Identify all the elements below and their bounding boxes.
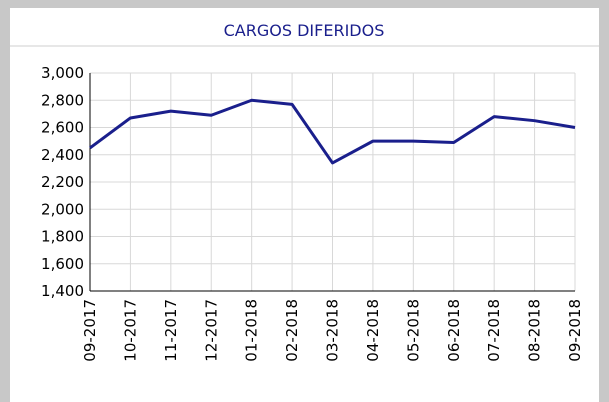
x-tick-label: 02-2018	[283, 299, 301, 362]
y-tick-label: 1,800	[41, 228, 84, 246]
panel	[10, 8, 599, 402]
x-tick-label: 05-2018	[404, 299, 422, 362]
x-tick-label: 07-2018	[485, 299, 503, 362]
y-tick-label: 2,800	[41, 91, 84, 109]
x-tick-label: 11-2017	[162, 299, 180, 362]
y-tick-label: 3,000	[41, 64, 84, 82]
x-tick-label: 10-2017	[121, 299, 139, 362]
x-tick-label: 04-2018	[364, 299, 382, 362]
x-tick-label: 12-2017	[202, 299, 220, 362]
y-tick-label: 2,600	[41, 119, 84, 137]
x-tick-label: 09-2017	[81, 299, 99, 362]
line-series	[89, 98, 576, 165]
y-tick-label: 2,400	[41, 146, 84, 164]
x-tick-label: 03-2018	[324, 299, 342, 362]
x-tick-label: 01-2018	[243, 299, 261, 362]
chart-title: CARGOS DIFERIDOS	[224, 21, 385, 40]
y-tick-label: 2,000	[41, 200, 84, 218]
y-tick-label: 1,400	[41, 282, 84, 300]
x-tick-label: 06-2018	[445, 299, 463, 362]
y-tick-label: 1,600	[41, 255, 84, 273]
x-tick-label: 09-2018	[566, 299, 584, 362]
x-tick-label: 08-2018	[526, 299, 544, 362]
y-tick-label: 2,200	[41, 173, 84, 191]
